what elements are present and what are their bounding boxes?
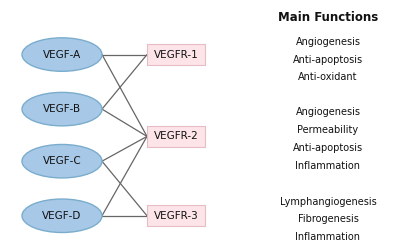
Text: Lymphangiogenesis: Lymphangiogenesis xyxy=(280,197,376,207)
Text: Main Functions: Main Functions xyxy=(278,11,378,24)
Text: Anti-apoptosis: Anti-apoptosis xyxy=(293,55,363,64)
Text: Anti-oxidant: Anti-oxidant xyxy=(298,72,358,82)
Ellipse shape xyxy=(22,38,102,71)
Text: VEGF-B: VEGF-B xyxy=(43,104,81,114)
Ellipse shape xyxy=(22,144,102,178)
Text: VEGFR-2: VEGFR-2 xyxy=(154,131,198,141)
FancyBboxPatch shape xyxy=(147,126,205,147)
FancyBboxPatch shape xyxy=(147,44,205,65)
FancyBboxPatch shape xyxy=(147,205,205,226)
Text: Inflammation: Inflammation xyxy=(296,161,360,171)
Text: VEGF-C: VEGF-C xyxy=(43,156,81,166)
Text: VEGF-D: VEGF-D xyxy=(42,211,82,221)
Text: Permeability: Permeability xyxy=(298,125,358,135)
Text: Inflammation: Inflammation xyxy=(296,232,360,242)
Text: Anti-apoptosis: Anti-apoptosis xyxy=(293,143,363,153)
Ellipse shape xyxy=(22,199,102,233)
Text: VEGFR-3: VEGFR-3 xyxy=(154,211,198,221)
Text: Angiogenesis: Angiogenesis xyxy=(296,37,360,47)
Text: Angiogenesis: Angiogenesis xyxy=(296,107,360,117)
Text: VEGFR-1: VEGFR-1 xyxy=(154,50,198,60)
Ellipse shape xyxy=(22,92,102,126)
Text: VEGF-A: VEGF-A xyxy=(43,50,81,60)
Text: Fibrogenesis: Fibrogenesis xyxy=(298,215,358,224)
